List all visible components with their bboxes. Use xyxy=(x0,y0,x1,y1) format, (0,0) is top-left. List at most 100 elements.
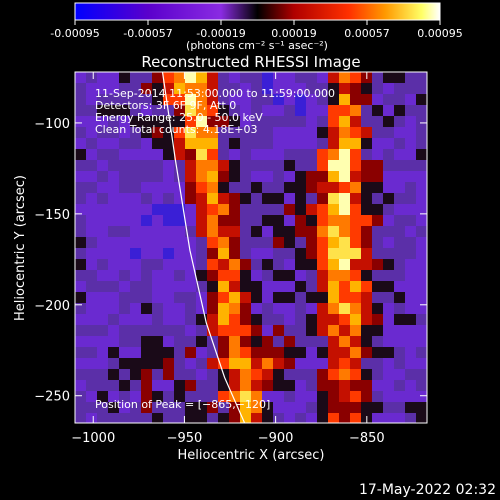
heatmap-cell xyxy=(163,358,175,370)
heatmap-cell xyxy=(86,259,98,271)
heatmap-cell xyxy=(163,171,175,183)
heatmap-cell xyxy=(306,94,318,106)
heatmap-cell xyxy=(163,303,175,315)
heatmap-cell xyxy=(251,138,263,150)
heatmap-cell xyxy=(218,358,230,370)
heatmap-cell xyxy=(97,138,109,150)
heatmap-cell xyxy=(273,347,285,359)
heatmap-cell xyxy=(273,182,285,194)
heatmap-cell xyxy=(405,325,417,337)
heatmap-cell xyxy=(339,325,351,337)
heatmap-cell xyxy=(372,358,384,370)
heatmap-cell xyxy=(328,226,340,238)
heatmap-cell xyxy=(240,391,252,403)
heatmap-cell xyxy=(229,369,241,381)
heatmap-cell xyxy=(284,314,296,326)
heatmap-cell xyxy=(361,248,373,260)
heatmap-cell xyxy=(130,237,142,249)
heatmap-cell xyxy=(273,226,285,238)
heatmap-cell xyxy=(317,105,329,117)
heatmap-cell xyxy=(240,303,252,315)
y-tick-label: −150 xyxy=(34,208,70,223)
heatmap-cell xyxy=(251,270,263,282)
heatmap-cell xyxy=(218,116,230,128)
heatmap-cell xyxy=(416,171,427,183)
heatmap-cell xyxy=(306,358,318,370)
heatmap-cell xyxy=(317,72,329,84)
heatmap-cell xyxy=(141,358,153,370)
heatmap-cell xyxy=(295,116,307,128)
heatmap-cell xyxy=(108,347,120,359)
heatmap-cell xyxy=(262,259,274,271)
heatmap-cell xyxy=(405,149,417,161)
heatmap-cell xyxy=(141,72,153,84)
heatmap-cell xyxy=(361,336,373,348)
heatmap-cell xyxy=(416,303,427,315)
heatmap-cell xyxy=(383,215,395,227)
heatmap-cell xyxy=(328,94,340,106)
heatmap-cell xyxy=(339,182,351,194)
heatmap-cell xyxy=(185,270,197,282)
heatmap-cell xyxy=(350,358,362,370)
heatmap-cell xyxy=(328,171,340,183)
heatmap-cell xyxy=(75,336,87,348)
heatmap-cell xyxy=(273,281,285,293)
heatmap-cell xyxy=(372,72,384,84)
heatmap-cell xyxy=(119,369,131,381)
heatmap-cell xyxy=(75,237,87,249)
heatmap-cell xyxy=(163,116,175,128)
heatmap-cell xyxy=(284,171,296,183)
heatmap-cell xyxy=(218,127,230,139)
heatmap-cell xyxy=(86,127,98,139)
solar-limb-line xyxy=(161,72,246,423)
heatmap-cell xyxy=(262,413,274,423)
heatmap-cell xyxy=(273,358,285,370)
heatmap-cell xyxy=(273,391,285,403)
heatmap-cell xyxy=(141,270,153,282)
heatmap-cell xyxy=(416,226,427,238)
heatmap-cell xyxy=(185,314,197,326)
heatmap-cell xyxy=(163,259,175,271)
heatmap-cell xyxy=(196,336,208,348)
heatmap-cell xyxy=(152,391,164,403)
heatmap-cell xyxy=(405,292,417,304)
heatmap-cell xyxy=(130,116,142,128)
heatmap-cell xyxy=(372,281,384,293)
heatmap-cell xyxy=(196,160,208,172)
heatmap-cell xyxy=(405,226,417,238)
colorbar-tick-label: -0.00057 xyxy=(123,27,172,40)
heatmap-cell xyxy=(339,391,351,403)
heatmap-cell xyxy=(119,105,131,117)
heatmap-cell xyxy=(196,105,208,117)
heatmap-cell xyxy=(97,226,109,238)
heatmap-cell xyxy=(416,358,427,370)
heatmap-cell xyxy=(394,347,406,359)
heatmap-cell xyxy=(97,358,109,370)
heatmap-cell xyxy=(284,226,296,238)
heatmap-cell xyxy=(394,204,406,216)
heatmap-cell xyxy=(75,72,87,84)
heatmap-cell xyxy=(383,248,395,260)
heatmap-cell xyxy=(75,116,87,128)
heatmap-cell xyxy=(119,270,131,282)
heatmap-cell xyxy=(273,259,285,271)
heatmap-cell xyxy=(152,193,164,205)
heatmap-cell xyxy=(75,281,87,293)
heatmap-cell xyxy=(141,127,153,139)
heatmap-cell xyxy=(152,72,164,84)
heatmap-cell xyxy=(295,83,307,95)
heatmap-cell xyxy=(350,215,362,227)
heatmap-cell xyxy=(108,325,120,337)
heatmap-cell xyxy=(317,336,329,348)
heatmap-cell xyxy=(262,292,274,304)
heatmap-cell xyxy=(383,193,395,205)
heatmap-cell xyxy=(383,325,395,337)
heatmap-cell xyxy=(207,391,219,403)
heatmap-cell xyxy=(119,248,131,260)
heatmap-cell xyxy=(306,138,318,150)
heatmap-cell xyxy=(383,391,395,403)
y-axis-label: Heliocentric Y (arcsec) xyxy=(13,175,28,321)
heatmap-cell xyxy=(108,193,120,205)
heatmap-cell xyxy=(339,105,351,117)
heatmap-cell xyxy=(350,204,362,216)
